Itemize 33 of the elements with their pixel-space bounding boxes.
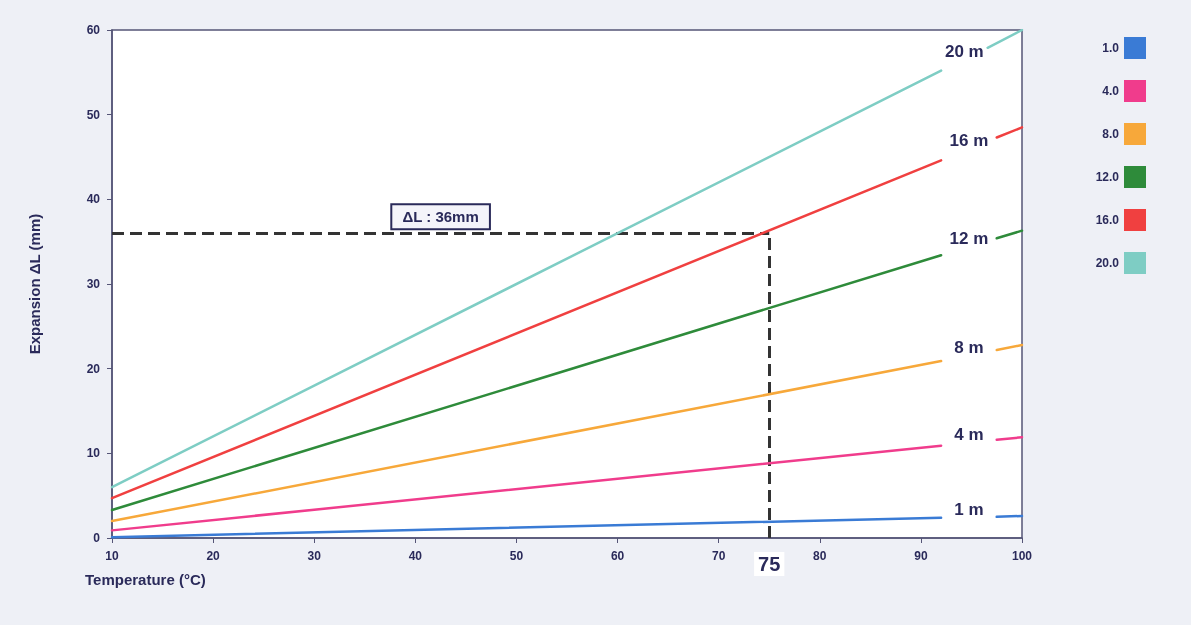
legend-label: 1.0 <box>1102 41 1120 55</box>
x-tick-label: 60 <box>610 549 625 563</box>
y-tick-label: 40 <box>86 192 101 207</box>
y-tick-label: 50 <box>86 107 101 122</box>
y-tick-label: 60 <box>86 23 101 37</box>
x-tick-label: 20 <box>206 549 221 563</box>
y-tick-label: 20 <box>86 361 101 376</box>
ref-line-label: ΔL : 36mm <box>402 208 479 226</box>
annotation: 20 m <box>944 41 984 61</box>
legend-label: 4.0 <box>1102 84 1120 98</box>
x-tick-label: 40 <box>408 549 423 563</box>
x-tick-label: 90 <box>914 549 928 563</box>
annotation: 12 m <box>949 229 989 249</box>
annotation: 8 m <box>954 338 984 358</box>
x-axis-title: Temperature (°C) <box>85 571 206 588</box>
y-tick-label: 0 <box>93 531 101 545</box>
annotation: 16 m <box>949 131 989 151</box>
legend-label: 12.0 <box>1095 170 1120 184</box>
y-tick-label: 30 <box>86 277 101 291</box>
x-tick-label: 80 <box>813 549 827 563</box>
x-tick-label: 70 <box>711 549 726 563</box>
y-tick-label: 10 <box>86 446 101 461</box>
legend-label: 20.0 <box>1095 256 1120 270</box>
annotation: 4 m <box>954 425 984 445</box>
y-axis-title: Expansion ΔL (mm) <box>26 213 43 355</box>
x-tick-label: 100 <box>1011 549 1033 563</box>
x-tick-label: 30 <box>307 549 322 563</box>
annotation: 1 m <box>954 499 984 519</box>
legend-label: 8.0 <box>1102 127 1120 141</box>
x-tick-label: 50 <box>509 549 524 563</box>
legend-label: 16.0 <box>1095 213 1120 227</box>
x-tick-label: 10 <box>105 549 119 563</box>
ref-line-label: 75 <box>758 553 781 575</box>
